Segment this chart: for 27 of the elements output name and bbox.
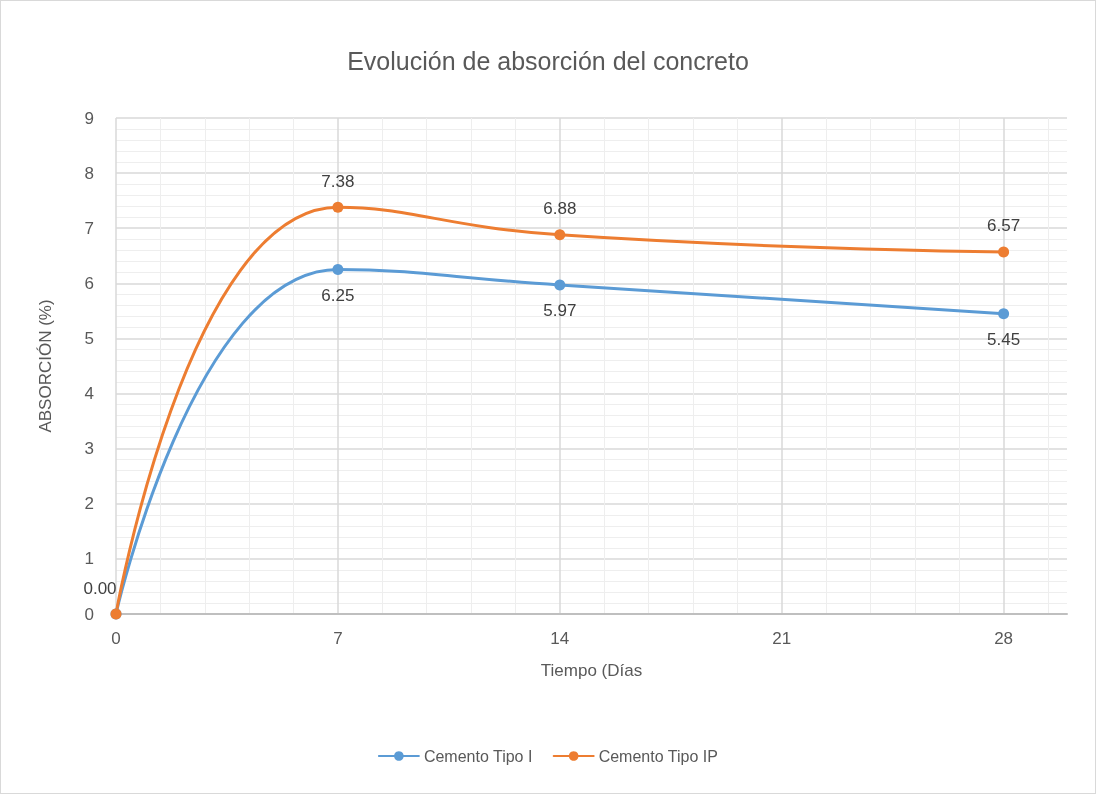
data-label: 5.45 xyxy=(987,330,1021,350)
x-tick-label: 28 xyxy=(994,629,1014,648)
x-tick-label: 0 xyxy=(111,629,121,648)
x-tick-label: 14 xyxy=(550,629,570,648)
data-label: 5.97 xyxy=(543,301,577,321)
y-tick-label: 7 xyxy=(84,218,94,238)
x-axis-title: Tiempo (Días xyxy=(540,661,643,680)
chart-title: Evolución de absorción del concreto xyxy=(347,46,749,75)
y-tick-label: 6 xyxy=(84,273,94,293)
legend-label: Cemento Tipo I xyxy=(423,747,533,765)
y-tick-label: 3 xyxy=(84,439,94,459)
y-tick-label: 8 xyxy=(84,163,94,183)
y-tick-label: 5 xyxy=(84,328,94,348)
legend-label: Cemento Tipo IP xyxy=(598,747,718,765)
x-tick-label: 21 xyxy=(772,629,792,648)
y-tick-label: 4 xyxy=(84,384,94,404)
y-tick-label: 9 xyxy=(84,108,94,128)
data-label: 7.38 xyxy=(321,171,355,191)
data-label: 6.88 xyxy=(543,199,577,219)
data-label: 6.25 xyxy=(321,286,355,306)
data-label: 0.00 xyxy=(83,578,117,598)
y-tick-label: 2 xyxy=(84,494,94,514)
y-axis-title: ABSORCIÓN (%) xyxy=(36,299,55,433)
y-tick-label: 1 xyxy=(84,549,94,569)
x-tick-label: 7 xyxy=(333,629,343,648)
y-tick-label: 0 xyxy=(84,604,94,624)
data-label: 6.57 xyxy=(987,216,1021,236)
